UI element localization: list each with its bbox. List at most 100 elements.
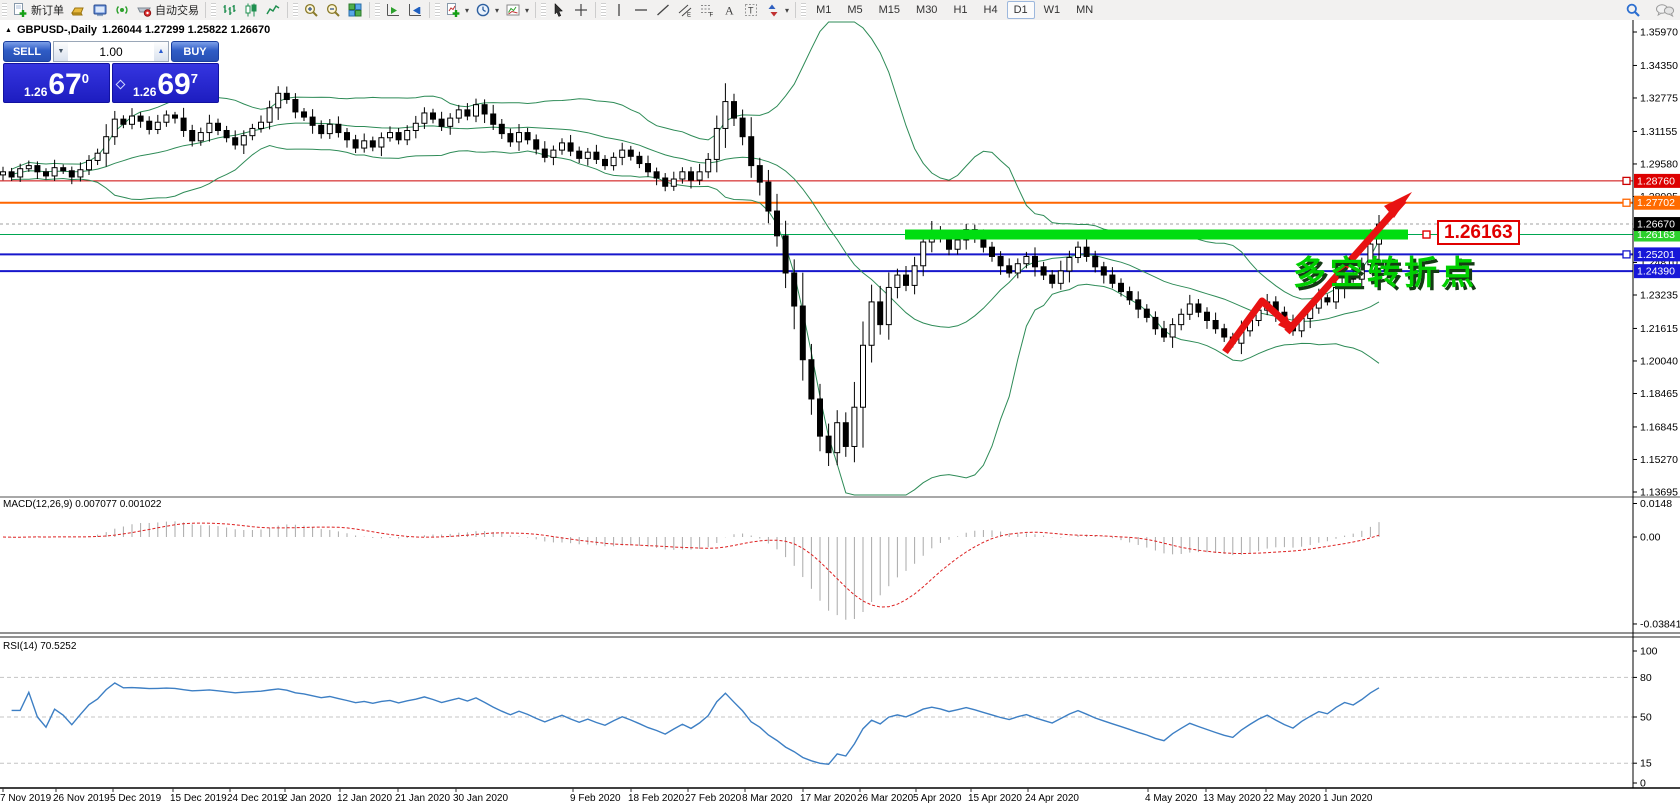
chart-shift-button[interactable] bbox=[404, 1, 426, 20]
chart-window: 1.359701.343501.327751.311551.295801.280… bbox=[0, 20, 1680, 807]
tile-windows-button[interactable] bbox=[344, 1, 366, 20]
timeframe-button-w1[interactable]: W1 bbox=[1043, 4, 1061, 16]
svg-text:1.13695: 1.13695 bbox=[1640, 487, 1678, 499]
vertical-line-button[interactable] bbox=[608, 1, 630, 20]
autotrading-button[interactable]: 自动交易 bbox=[133, 1, 202, 20]
svg-text:24 Apr 2020: 24 Apr 2020 bbox=[1025, 793, 1079, 804]
svg-text:26 Mar 2020: 26 Mar 2020 bbox=[857, 793, 914, 804]
bull-bear-turning-point-annotation[interactable]: 多空转折点 bbox=[1293, 254, 1478, 291]
timeframe-button-m15[interactable]: M15 bbox=[878, 4, 901, 16]
toolbar-separator bbox=[795, 2, 797, 18]
market-watch-button[interactable] bbox=[89, 1, 111, 20]
alerts-button[interactable] bbox=[111, 1, 133, 20]
bars-icon bbox=[221, 2, 237, 18]
dropdown-arrow-icon[interactable]: ▾ bbox=[525, 5, 530, 15]
svg-text:1.21615: 1.21615 bbox=[1640, 323, 1678, 335]
toolbar-drag-handle[interactable] bbox=[2, 3, 7, 17]
timeframe-button-h4[interactable]: H4 bbox=[983, 4, 998, 16]
line-chart-button[interactable] bbox=[262, 1, 284, 20]
arrows-button[interactable]: ▾ bbox=[762, 1, 792, 20]
auto-scroll-button[interactable] bbox=[382, 1, 404, 20]
svg-text:22 May 2020: 22 May 2020 bbox=[1263, 793, 1321, 804]
trendline-button[interactable] bbox=[652, 1, 674, 20]
channel-button[interactable]: E bbox=[674, 1, 696, 20]
timeframe-button-h1[interactable]: H1 bbox=[953, 4, 968, 16]
sell-button[interactable]: SELL bbox=[3, 41, 51, 62]
profiles-button[interactable] bbox=[67, 1, 89, 20]
text-button[interactable]: A bbox=[718, 1, 740, 20]
fibonacci-button[interactable]: F bbox=[696, 1, 718, 20]
channel-icon: E bbox=[677, 2, 693, 18]
timeframe-button-mn[interactable]: MN bbox=[1076, 4, 1094, 16]
horizontal-line-button[interactable] bbox=[630, 1, 652, 20]
chart-canvas[interactable]: 1.359701.343501.327751.311551.295801.280… bbox=[0, 20, 1680, 807]
periods-button[interactable]: ▾ bbox=[472, 1, 502, 20]
svg-text:18 Feb 2020: 18 Feb 2020 bbox=[628, 793, 685, 804]
svg-text:1.25201: 1.25201 bbox=[1637, 249, 1675, 261]
svg-text:1.26163: 1.26163 bbox=[1637, 229, 1675, 241]
dropdown-arrow-icon[interactable]: ▾ bbox=[785, 5, 790, 15]
search-button[interactable] bbox=[1622, 1, 1644, 20]
timeframe-button-m5[interactable]: M5 bbox=[847, 4, 863, 16]
zoom-in-button[interactable] bbox=[300, 1, 322, 20]
toolbar-drag-handle[interactable] bbox=[375, 3, 380, 17]
cursor-button[interactable] bbox=[548, 1, 570, 20]
volume-down-button[interactable]: ▼ bbox=[54, 42, 68, 61]
timeframe-button-m30[interactable]: M30 bbox=[916, 4, 938, 16]
svg-text:0: 0 bbox=[1640, 778, 1646, 790]
tiles-icon bbox=[347, 2, 363, 18]
timeframe-button-m1[interactable]: M1 bbox=[816, 4, 832, 16]
toolbar-drag-handle[interactable] bbox=[801, 3, 807, 17]
toolbar-separator bbox=[287, 2, 288, 18]
timeframe-button-d1[interactable]: D1 bbox=[1006, 1, 1035, 19]
svg-text:1.24390: 1.24390 bbox=[1637, 266, 1675, 278]
templates-button[interactable]: ▾ bbox=[502, 1, 532, 20]
indicators-button[interactable]: ▾ bbox=[442, 1, 472, 20]
svg-text:50: 50 bbox=[1640, 712, 1652, 724]
crosshair-icon bbox=[573, 2, 589, 18]
tick-diamond-icon bbox=[115, 79, 126, 90]
toolbar-separator bbox=[429, 2, 430, 18]
text-label-button[interactable]: T bbox=[740, 1, 762, 20]
support-price-callout[interactable]: 1.26163 bbox=[1437, 220, 1520, 245]
crosshair-button[interactable] bbox=[570, 1, 592, 20]
buy-button[interactable]: BUY bbox=[171, 41, 219, 62]
zoom-out-button[interactable] bbox=[322, 1, 344, 20]
new-order-button[interactable]: 新订单 bbox=[9, 1, 67, 20]
svg-text:9 Feb 2020: 9 Feb 2020 bbox=[570, 793, 621, 804]
bid-price-box[interactable]: 1.26 67 0 bbox=[3, 63, 110, 103]
svg-text:12 Jan 2020: 12 Jan 2020 bbox=[337, 793, 392, 804]
volume-input[interactable]: 1.00 bbox=[99, 44, 123, 59]
chart-title: ▲ GBPUSD-,Daily 1.26044 1.27299 1.25822 … bbox=[5, 24, 270, 36]
toolbar-drag-handle[interactable] bbox=[293, 3, 298, 17]
toolbar-drag-handle[interactable] bbox=[435, 3, 440, 17]
chat-button[interactable] bbox=[1652, 1, 1675, 20]
candlestick-chart-button[interactable] bbox=[240, 1, 262, 20]
volume-up-button[interactable]: ▲ bbox=[154, 42, 168, 61]
svg-text:1.34350: 1.34350 bbox=[1640, 60, 1678, 72]
clock-icon bbox=[475, 2, 491, 18]
candle-icon bbox=[243, 2, 259, 18]
toolbar-drag-handle[interactable] bbox=[601, 3, 607, 17]
toolbar-drag-handle[interactable] bbox=[541, 3, 547, 17]
signal-icon bbox=[114, 2, 130, 18]
chart-symbol-period: GBPUSD-,Daily bbox=[16, 24, 98, 36]
ask-sup-digit: 7 bbox=[190, 71, 198, 86]
bar-chart-button[interactable] bbox=[218, 1, 240, 20]
svg-text:26 Nov 2019: 26 Nov 2019 bbox=[53, 793, 110, 804]
volume-stepper: ▼ 1.00 ▲ bbox=[53, 41, 169, 62]
svg-text:5 Apr 2020: 5 Apr 2020 bbox=[913, 793, 962, 804]
svg-text:15: 15 bbox=[1640, 758, 1652, 770]
svg-text:80: 80 bbox=[1640, 672, 1652, 684]
svg-text:17 Mar 2020: 17 Mar 2020 bbox=[800, 793, 857, 804]
ask-price-box[interactable]: 1.26 69 7 bbox=[112, 63, 219, 103]
autoscroll-icon bbox=[385, 2, 401, 18]
collapse-triangle-icon[interactable]: ▲ bbox=[5, 26, 12, 34]
svg-text:100: 100 bbox=[1640, 646, 1658, 658]
dropdown-arrow-icon[interactable]: ▾ bbox=[465, 5, 470, 15]
svg-text:30 Jan 2020: 30 Jan 2020 bbox=[453, 793, 508, 804]
dropdown-arrow-icon[interactable]: ▾ bbox=[495, 5, 500, 15]
chat-icon bbox=[1655, 2, 1675, 18]
rsi-indicator-label: RSI(14) 70.5252 bbox=[3, 641, 77, 652]
toolbar-drag-handle[interactable] bbox=[211, 3, 216, 17]
